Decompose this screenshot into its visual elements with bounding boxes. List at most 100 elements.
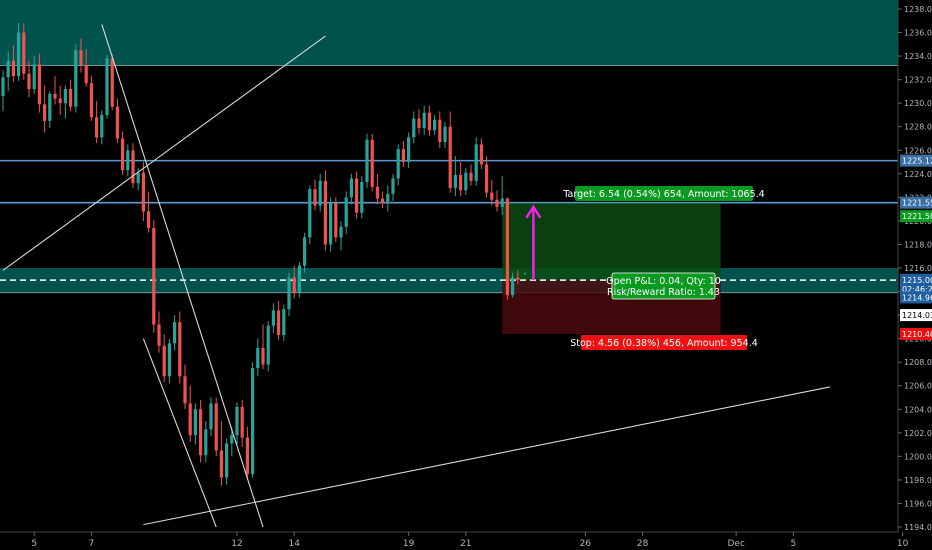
candle-body [485,164,489,193]
candle-body [453,174,457,188]
candle-body [240,406,244,438]
trendline[interactable] [101,24,264,528]
candle-body [131,150,135,184]
candle-body [464,172,468,191]
price-tick-label: 1198.00 [904,476,932,485]
candle-body [27,73,31,90]
candle-body [422,112,426,128]
pnl-label-line1: Open P&L: 0.04, Qty: 10 [606,276,721,287]
price-tag-label: 02:46:26 [902,285,932,294]
price-tick-label: 1208.00 [904,358,932,367]
trendline[interactable] [143,386,830,526]
price-tag-label: 1221.50 [902,212,932,221]
zones-layer [0,0,898,294]
candle-body [43,104,47,121]
candle-body [360,182,364,213]
candle-body [245,437,249,475]
candle-body [329,203,333,245]
trendline[interactable] [2,35,326,271]
price-tag-label: 1225.12 [902,157,932,166]
price-tick-label: 1200.00 [904,452,932,461]
candle-body [79,50,83,66]
time-tick-label: 28 [637,539,649,549]
candle-body [6,60,10,78]
price-tick-label: 1238.00 [904,5,932,14]
candle-body [396,149,400,179]
supply-demand-zone[interactable] [0,268,898,293]
candle-body [193,409,197,436]
time-tick-label: 26 [580,539,592,549]
price-tag-bg [900,210,932,223]
candle-body [349,178,353,198]
candle-body [266,325,270,365]
supply-demand-zone[interactable] [0,0,898,66]
stop-label: Stop: 4.56 (0.38%) 456, Amount: 954.4 [570,338,758,349]
candle-body [53,93,57,99]
price-tick-label: 1202.00 [904,429,932,438]
candle-body [495,199,499,207]
candle-body [438,119,442,143]
candle-body [157,324,161,346]
candle-body [386,193,390,204]
price-tag-label: 1214.03 [902,311,932,320]
trendlines-layer[interactable] [2,24,830,528]
price-tick-label: 1234.00 [904,52,932,61]
price-tick-label: 1230.00 [904,99,932,108]
candle-body [136,172,140,184]
candle-body [375,186,379,199]
candle-body [173,322,177,344]
candle-body [511,277,515,296]
candles-layer: • [1,23,527,486]
candle-body [407,137,411,163]
position-labels-layer[interactable]: Target: 6.54 (0.54%) 654, Amount: 1065.4… [562,186,765,350]
candle-body [251,368,255,475]
price-tick-label: 1224.00 [904,170,932,179]
candle-body [516,277,520,280]
candle-body [427,112,431,131]
candle-body [204,429,208,456]
live-price-marker: • [523,270,527,278]
candle-body [303,237,307,266]
candle-body [115,106,119,139]
target-label: Target: 6.54 (0.54%) 654, Amount: 1065.4 [562,189,764,200]
candle-body [505,198,509,296]
candle-body [178,322,182,377]
candle-body [318,180,322,206]
price-tick-label: 1194.00 [904,523,932,532]
time-tick-label: Dec [727,539,744,549]
price-tag-bg [900,196,932,209]
candle-body [162,345,166,377]
candle-body [287,277,291,310]
price-tag-bg [900,154,932,167]
target-zone[interactable] [502,203,721,281]
trendline[interactable] [142,338,217,528]
candle-body [500,198,504,207]
candle-body [183,376,187,404]
candle-body [141,172,145,212]
candle-body [277,310,281,336]
candle-body [323,180,327,245]
candle-body [469,172,473,181]
time-tick-label: 7 [89,539,95,549]
price-tick-label: 1196.00 [904,499,932,508]
time-tick-label: 14 [288,539,300,549]
candle-body [17,32,21,77]
price-tag-bg [900,309,932,322]
candle-body [443,126,447,143]
pnl-label-line2: Risk/Reward Ratio: 1.43 [607,287,720,298]
candle-body [370,139,374,187]
candle-body [22,32,26,74]
candle-body [401,149,405,163]
target-arrow-head-icon [525,204,542,219]
price-tag-bg [900,273,932,286]
candle-body [214,403,218,451]
candle-body [58,98,62,104]
price-tags-layer: 1225.121221.551221.501215.0002:46:261214… [900,154,932,340]
candle-body [100,114,104,138]
candle-body [126,150,130,171]
candle-body [147,211,151,228]
price-tag-label: 1214.96 [902,293,932,302]
candle-body [256,348,260,369]
